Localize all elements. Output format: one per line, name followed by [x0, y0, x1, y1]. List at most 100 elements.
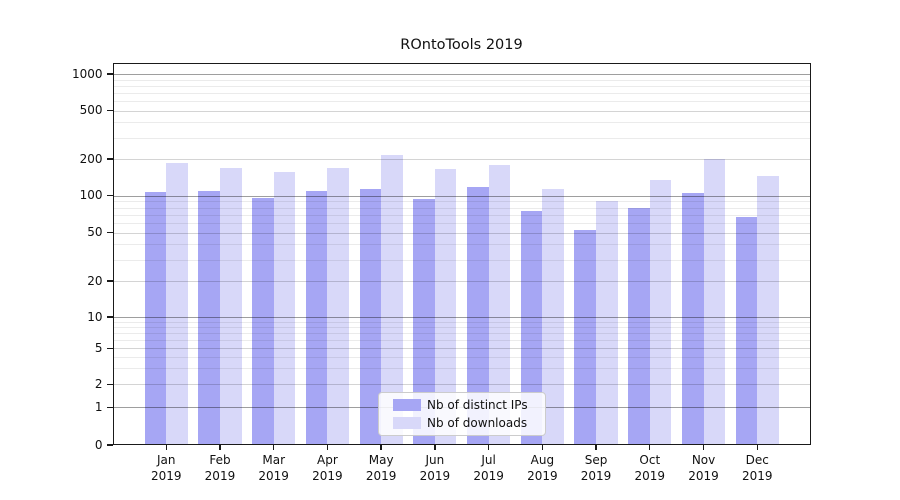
x-tick-label-mar: Mar 2019	[247, 453, 301, 484]
x-tick-year: 2019	[688, 468, 719, 483]
bar-downloads-sep	[596, 200, 618, 445]
x-tick-mark	[326, 445, 329, 450]
x-tick-month: Apr	[317, 453, 338, 467]
gridline-minor	[112, 321, 811, 323]
bar-distinct-ips-jun	[413, 199, 435, 445]
bar-distinct-ips-feb	[198, 190, 220, 445]
y-tick-label: 1000	[71, 66, 103, 81]
gridline-minor	[112, 259, 811, 261]
gridline-minor	[112, 327, 811, 329]
bar-distinct-ips-jul	[467, 187, 489, 445]
bar-downloads-nov	[703, 159, 726, 445]
y-tick-label: 2	[94, 376, 103, 391]
x-tick-mark	[649, 445, 651, 450]
x-tick-year: 2019	[580, 468, 612, 483]
y-tick-mark	[107, 158, 113, 160]
gridline-5	[112, 348, 811, 350]
bar-downloads-jan	[166, 162, 188, 445]
x-tick-mark	[756, 445, 758, 450]
y-tick-mark	[107, 73, 113, 75]
x-tick-year: 2019	[204, 468, 236, 483]
x-tick-month: Sep	[584, 453, 608, 467]
gridline-minor	[112, 207, 811, 209]
y-tick-mark	[107, 316, 113, 318]
x-tick-label-may: May 2019	[354, 453, 408, 484]
x-tick-month: Aug	[530, 453, 555, 467]
gridline-minor	[112, 85, 811, 87]
gridline-2	[112, 384, 811, 386]
x-tick-mark	[702, 445, 705, 450]
x-tick-mark	[487, 445, 490, 450]
x-tick-month: Jan	[156, 453, 176, 467]
bar-distinct-ips-aug	[520, 211, 543, 445]
bar-downloads-feb	[219, 167, 242, 445]
bar-distinct-ips-jan	[144, 192, 167, 445]
y-tick-label: 1	[94, 399, 103, 414]
x-tick-month: Dec	[745, 453, 769, 467]
gridline-minor	[112, 79, 811, 81]
gridline-minor	[112, 201, 811, 203]
y-tick-label: 0	[94, 437, 103, 452]
x-tick-mark	[165, 445, 167, 450]
bar-distinct-ips-apr	[305, 191, 328, 445]
x-tick-label-jan: Jan 2019	[139, 453, 193, 484]
x-tick-label-dec: Dec 2019	[730, 453, 784, 484]
gridline-50	[112, 232, 811, 234]
x-tick-year: 2019	[473, 468, 504, 483]
x-tick-month: Feb	[209, 453, 231, 467]
x-tick-label-jul: Jul 2019	[462, 453, 516, 484]
x-tick-year: 2019	[312, 468, 343, 483]
x-tick-label-apr: Apr 2019	[300, 453, 354, 484]
x-tick-mark	[219, 445, 221, 450]
chart-title: ROntoTools 2019	[400, 37, 523, 53]
bar-distinct-ips-mar	[252, 197, 274, 445]
x-tick-label-feb: Feb 2019	[193, 453, 247, 484]
bar-downloads-mar	[273, 171, 296, 445]
x-tick-month: Jul	[481, 453, 496, 467]
x-tick-label-oct: Oct 2019	[623, 453, 677, 484]
x-tick-year: 2019	[258, 468, 289, 483]
x-tick-year: 2019	[527, 468, 558, 483]
y-tick-mark	[107, 195, 113, 197]
x-tick-mark	[541, 445, 544, 450]
bar-downloads-jul	[488, 164, 511, 445]
gridline-minor	[112, 122, 811, 124]
x-tick-mark	[272, 445, 275, 450]
gridline-20	[112, 281, 811, 282]
bar-distinct-ips-dec	[735, 217, 758, 445]
y-tick-mark	[107, 383, 113, 385]
bar-distinct-ips-nov	[681, 192, 704, 445]
bar-distinct-ips-oct	[628, 207, 650, 445]
y-tick-label: 100	[79, 188, 103, 203]
gridline-minor	[112, 244, 811, 246]
y-tick-label: 500	[79, 103, 103, 118]
x-tick-month: May	[368, 453, 394, 467]
y-tick-label: 50	[87, 225, 103, 240]
x-tick-month: Mar	[262, 453, 285, 467]
gridline-100	[112, 195, 811, 197]
gridline-minor	[112, 222, 811, 224]
y-tick-mark	[107, 406, 113, 408]
bar-downloads-apr	[327, 167, 350, 445]
gridline-minor	[112, 340, 811, 342]
bar-downloads-may	[381, 154, 403, 445]
x-tick-label-aug: Aug 2019	[515, 453, 569, 484]
gridline-minor	[112, 92, 811, 94]
bar-downloads-dec	[757, 175, 779, 445]
gridline-1000	[112, 74, 811, 75]
bar-downloads-aug	[542, 189, 564, 445]
gridline-minor	[112, 214, 811, 216]
gridline-200	[112, 159, 811, 160]
bar-distinct-ips-may	[359, 189, 382, 445]
x-tick-year: 2019	[634, 468, 666, 483]
x-tick-label-jun: Jun 2019	[408, 453, 462, 484]
gridline-minor	[112, 357, 811, 359]
y-tick-mark	[107, 347, 113, 349]
y-tick-label: 20	[87, 273, 103, 288]
x-tick-month: Oct	[639, 453, 661, 467]
y-tick-mark	[107, 232, 113, 234]
bar-distinct-ips-sep	[574, 229, 597, 445]
legend-item-distinct-ips: Nb of distinct IPs	[393, 398, 545, 412]
gridline-minor	[112, 137, 811, 139]
